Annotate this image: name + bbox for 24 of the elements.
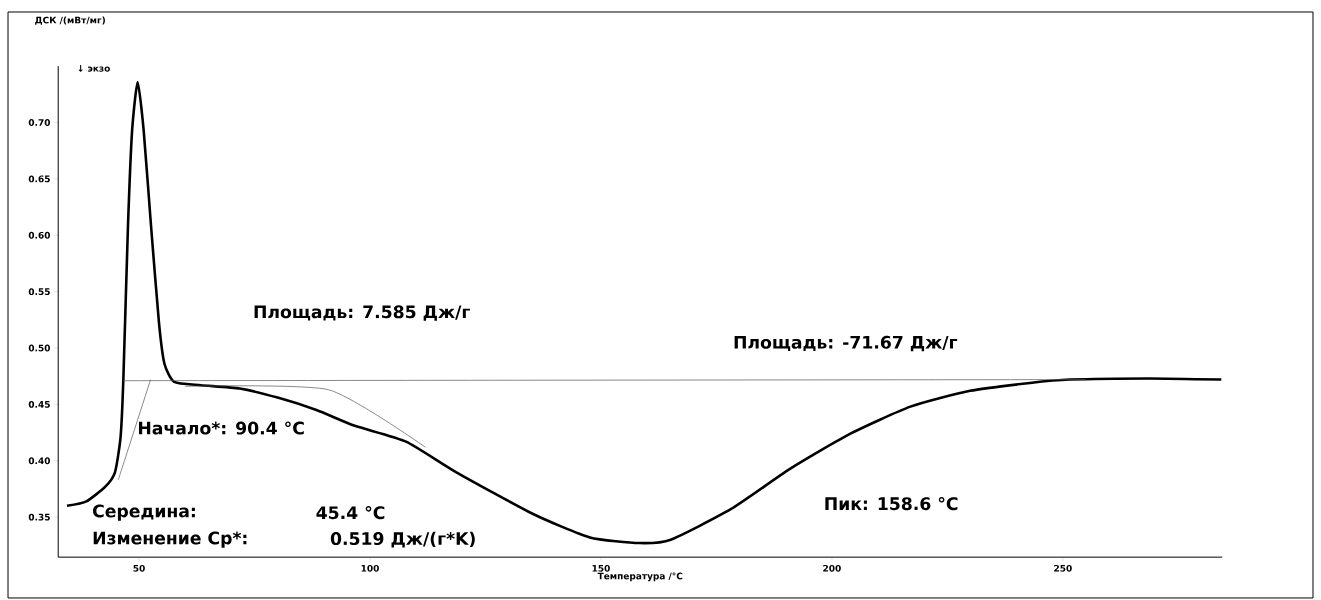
y-tick-label: 0.35: [28, 513, 50, 521]
y-tick-label: 0.40: [28, 457, 51, 465]
y-tick-label: 0.65: [28, 175, 50, 183]
x-tick-label: 150: [592, 564, 610, 572]
x-tick-label: 250: [1054, 564, 1072, 572]
x-tick-label: 200: [823, 564, 841, 572]
annotation: ↓ экзо: [78, 65, 110, 72]
annotation: Площадь: 7.585 Дж/г: [254, 305, 470, 321]
x-axis-title: Температура /°C: [597, 572, 683, 582]
x-tick-label: 100: [361, 564, 379, 572]
annotation: Середина:: [92, 504, 195, 521]
x-tick-label: 50: [133, 564, 145, 572]
y-axis-title: ДСК /(мВт/мг): [35, 16, 105, 25]
annotation: 45.4 °C: [316, 506, 385, 520]
annotation: Пик: 158.6 °C: [825, 497, 958, 511]
y-tick-label: 0.55: [28, 288, 50, 296]
y-tick-label: 0.50: [28, 344, 51, 352]
annotation: Начало*: 90.4 °C: [138, 421, 304, 435]
annotation: Изменение Cp*:: [93, 531, 247, 548]
y-tick-label: 0.45: [28, 400, 50, 408]
y-tick-label: 0.70: [28, 119, 51, 126]
annotation: 0.519 Дж/(г*K): [330, 531, 475, 548]
y-tick-label: 0.60: [28, 231, 51, 239]
annotation: Площадь: -71.67 Дж/г: [734, 335, 958, 352]
